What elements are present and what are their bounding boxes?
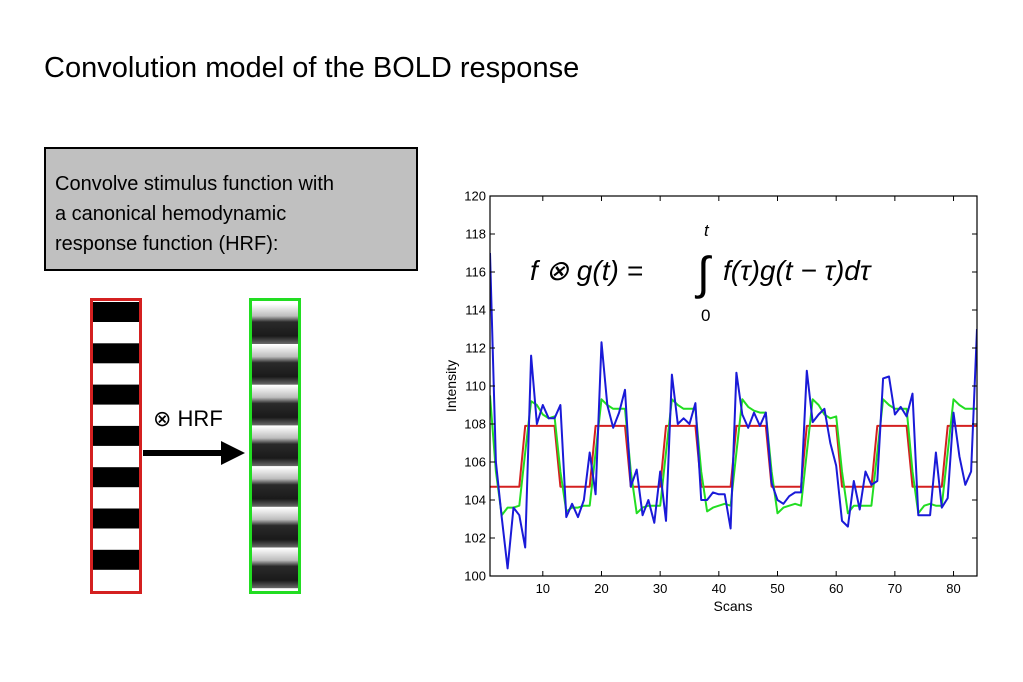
bold-band — [252, 548, 298, 589]
stimulus-block — [93, 425, 139, 446]
formula-upper-limit: t — [704, 221, 710, 240]
slide-title: Convolution model of the BOLD response — [44, 52, 580, 84]
formula-lhs: f ⊗ g(t) = — [530, 255, 643, 286]
bold-chart: 10 20 30 40 50 60 70 80 100 102 104 106 108 110 112 114… — [443, 189, 978, 614]
series-line-3 — [490, 252, 977, 570]
y-tick-label: 112 — [465, 341, 486, 356]
bold-band — [252, 466, 298, 507]
bold-band — [252, 304, 298, 344]
description-line-1: Convolve stimulus function with — [55, 173, 335, 195]
stimulus-block — [93, 302, 139, 322]
bold-band — [252, 507, 298, 548]
y-tick-label: 102 — [464, 531, 486, 546]
x-tick-label: 20 — [594, 581, 608, 596]
stimulus-frame — [90, 298, 142, 594]
x-tick-label: 80 — [946, 581, 960, 596]
x-tick-label: 70 — [888, 581, 902, 596]
bold-band — [252, 344, 298, 385]
x-tick-label: 60 — [829, 581, 843, 596]
stimulus-block — [93, 508, 139, 529]
y-tick-label: 118 — [465, 227, 486, 242]
y-tick-label: 110 — [465, 379, 486, 394]
x-tick-label: 10 — [536, 581, 550, 596]
formula-lower-limit: 0 — [701, 306, 710, 325]
bold-band — [252, 426, 298, 467]
y-tick-label: 116 — [465, 265, 486, 280]
description-line-3: response function (HRF): — [55, 233, 279, 255]
x-tick-label: 40 — [712, 581, 726, 596]
y-tick-label: 120 — [464, 189, 486, 204]
bold-frame — [249, 298, 301, 594]
stimulus-strip — [90, 298, 142, 594]
hrf-label: ⊗ HRF — [153, 406, 223, 431]
convolution-formula: f ⊗ g(t) = ∫ t 0 f(τ)g(t − τ)dτ — [530, 221, 872, 325]
y-tick-label: 114 — [465, 303, 486, 318]
y-tick-label: 108 — [464, 417, 486, 432]
x-tick-label: 50 — [770, 581, 784, 596]
integral-sign: ∫ — [694, 247, 712, 299]
stimulus-block — [93, 384, 139, 405]
convolve-arrow — [143, 441, 245, 465]
y-tick-label: 104 — [464, 493, 486, 508]
description-line-2: a canonical hemodynamic — [55, 203, 287, 225]
x-axis-label: Scans — [714, 598, 753, 614]
stimulus-block — [93, 343, 139, 364]
y-tick-label: 100 — [464, 569, 486, 584]
stimulus-block — [93, 467, 139, 488]
bold-strip — [249, 298, 301, 594]
y-axis-label: Intensity — [443, 360, 459, 412]
stimulus-block — [93, 549, 139, 570]
formula-integrand: f(τ)g(t − τ)dτ — [723, 255, 872, 286]
plot-frame — [489, 195, 978, 577]
y-tick-label: 106 — [464, 455, 486, 470]
bold-band — [252, 385, 298, 426]
description-box: Convolve stimulus function with a canoni… — [44, 147, 418, 271]
x-tick-label: 30 — [653, 581, 667, 596]
